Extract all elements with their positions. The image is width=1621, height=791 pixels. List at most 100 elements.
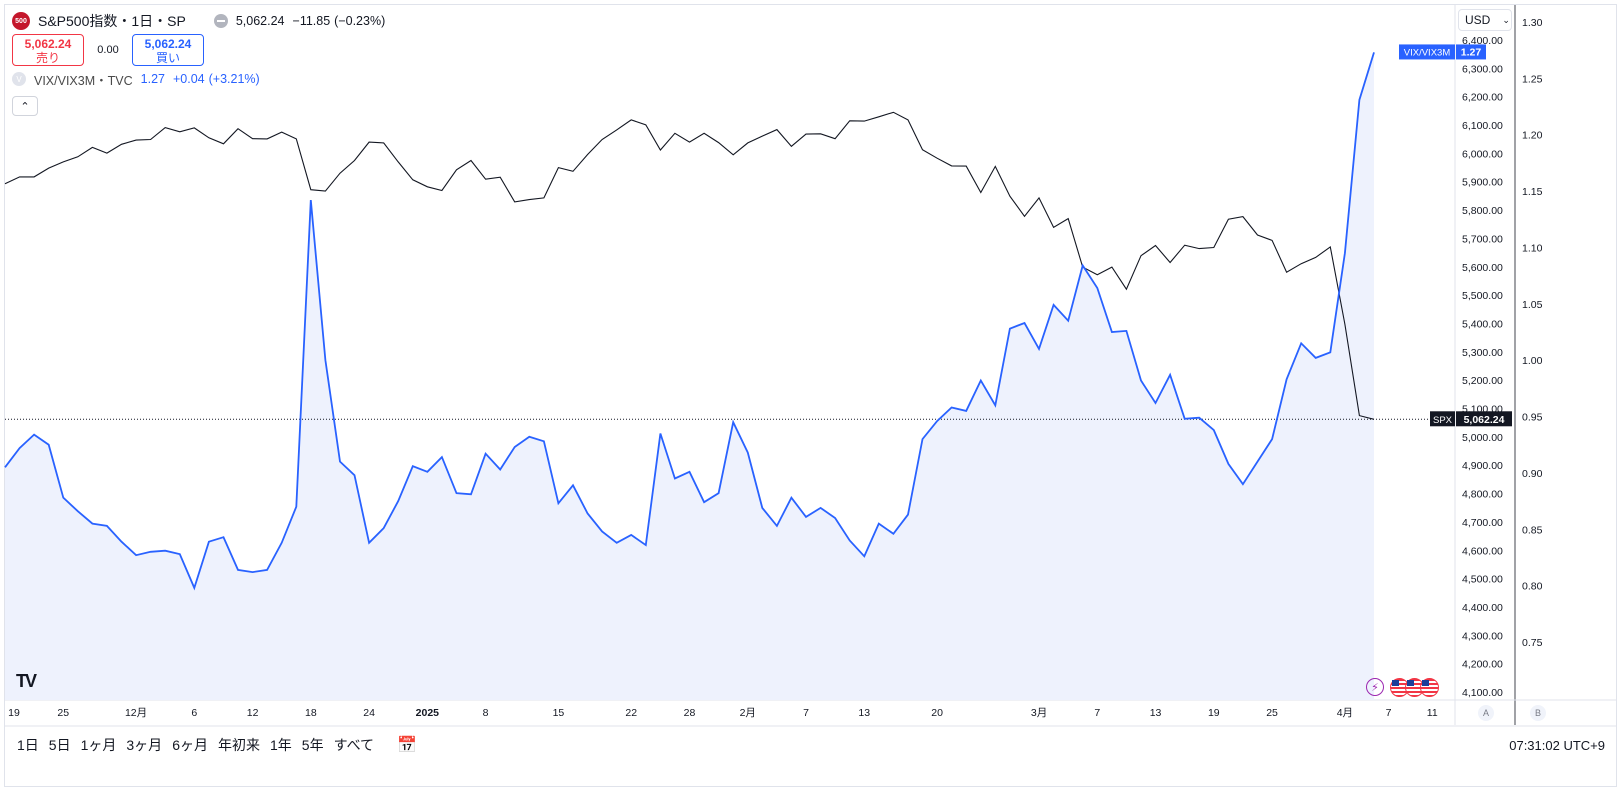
x-tick-label: 15 [553,707,565,719]
trade-row: 5,062.24 売り 0.00 5,062.24 買い [12,32,385,68]
vix-change: +0.04 [172,72,205,86]
vix-series-line [4,52,1375,591]
x-tick-label: 3月 [1031,707,1047,719]
collapse-legend-button[interactable]: ⌃ [12,96,38,116]
spx-series-line [4,111,1375,420]
period-ytd[interactable]: 年初来 [217,737,260,753]
spx-last-value: 5,062.24 [1464,414,1505,426]
price-change: −11.85 [292,14,331,28]
vix-last-value-bg [1456,44,1486,60]
period-all[interactable]: すべて [333,737,375,753]
last-price: 5,062.24 [235,14,285,28]
price-change-pct: (−0.23%) [334,14,386,28]
axis-a-button[interactable]: A [1478,705,1494,721]
chart-frame [4,4,1617,787]
y-left-tick-label: 5,600.00 [1462,262,1503,274]
y-right-tick-label: 1.15 [1522,186,1543,198]
visibility-icon[interactable] [213,14,228,28]
x-tick-label: 19 [1208,707,1220,719]
tradingview-logo-icon[interactable]: TV [16,671,37,691]
y-left-tick-label: 4,600.00 [1462,545,1503,557]
y-right-tick-label: 0.75 [1522,637,1543,649]
period-5y[interactable]: 5年 [301,737,324,753]
y-left-tick-label: 6,300.00 [1462,63,1503,75]
x-tick-label: 24 [363,707,375,719]
vix-name[interactable]: VIX/VIX3M・TVC [34,73,133,88]
x-tick-label: 12月 [125,707,147,719]
x-tick-label: 18 [305,707,317,719]
y-left-tick-label: 6,200.00 [1462,92,1503,104]
vix-area-fill [5,52,1374,700]
x-tick-label: 19 [8,707,20,719]
x-tick-label: 25 [57,707,69,719]
x-tick-label: 7 [1386,707,1392,719]
period-3m[interactable]: 3ヶ月 [126,737,163,753]
vix-value: 1.27 [140,72,165,86]
y-left-tick-label: 6,000.00 [1462,148,1503,160]
y-left-tick-label: 4,900.00 [1462,460,1503,472]
chart-legend: 500 S&P500指数・1日・SP 5,062.24 −11.85 (−0.2… [12,10,385,116]
sell-price: 5,062.24 [24,37,72,51]
x-tick-label: 25 [1266,707,1278,719]
y-left-tick-label: 5,700.00 [1462,233,1503,245]
y-left-tick-label: 4,200.00 [1462,659,1503,671]
buy-button[interactable]: 5,062.24 買い [132,34,204,66]
y-left-tick-label: 4,500.00 [1462,574,1503,586]
y-left-tick-label: 6,100.00 [1462,120,1503,132]
y-left-tick-label: 5,400.00 [1462,318,1503,330]
x-tick-label: 4月 [1337,707,1353,719]
y-right-tick-label: 1.05 [1522,299,1543,311]
vix-last-value: 1.27 [1461,46,1482,58]
y-left-tick-label: 6,400.00 [1462,35,1503,47]
x-tick-label: 20 [931,707,943,719]
y-right-tick-label: 0.80 [1522,581,1543,593]
vix-logo-icon: V [12,72,26,86]
period-1d[interactable]: 1日 [17,737,39,753]
y-left-tick-label: 5,900.00 [1462,177,1503,189]
period-6m[interactable]: 6ヶ月 [172,737,208,753]
x-tick-label: 2月 [740,707,756,719]
us-flag-icon[interactable] [1390,678,1409,697]
chevron-up-icon: ⌃ [20,100,30,113]
spread-value: 0.00 [97,44,119,56]
y-right-tick-label: 1.10 [1522,242,1543,254]
y-left-tick-label: 4,100.00 [1462,687,1503,699]
us-flag-icon[interactable] [1420,678,1439,697]
y-right-tick-label: 1.25 [1522,73,1543,85]
x-tick-label: 28 [684,707,696,719]
vix-row: V VIX/VIX3M・TVC 1.27 +0.04 (+3.21%) [12,68,385,90]
x-tick-label: 13 [858,707,870,719]
vix-change-pct: (+3.21%) [208,72,260,86]
buy-price: 5,062.24 [144,37,192,51]
period-1y[interactable]: 1年 [269,737,292,753]
lightning-icon[interactable]: ⚡ [1366,678,1384,696]
symbol-title[interactable]: S&P500指数・1日・SP [38,13,186,29]
currency-selector[interactable]: USD ⌄ [1458,9,1512,31]
x-tick-label: 2025 [416,707,440,719]
x-tick-label: 13 [1150,707,1162,719]
events-icons[interactable] [1390,678,1439,697]
clock[interactable]: 07:31:02 UTC+9 [1509,738,1605,753]
y-right-tick-label: 1.30 [1522,17,1543,29]
period-1m[interactable]: 1ヶ月 [80,737,117,753]
x-tick-label: 8 [483,707,489,719]
y-right-tick-label: 1.20 [1522,130,1543,142]
y-right-tick-label: 0.85 [1522,524,1543,536]
x-tick-label: 22 [625,707,637,719]
y-left-tick-label: 5,000.00 [1462,432,1503,444]
y-right-tick-label: 0.90 [1522,468,1543,480]
axis-b-button[interactable]: B [1530,705,1546,721]
x-tick-label: 11 [1427,707,1438,719]
chevron-down-icon: ⌄ [1502,14,1510,25]
y-left-tick-label: 4,800.00 [1462,489,1503,501]
y-left-tick-label: 4,300.00 [1462,630,1503,642]
vix-last-tag-bg [1399,44,1455,60]
period-5d[interactable]: 5日 [48,737,71,753]
calendar-range-icon[interactable]: 📅 [397,737,417,754]
x-tick-label: 7 [1094,707,1100,719]
symbol-row: 500 S&P500指数・1日・SP 5,062.24 −11.85 (−0.2… [12,10,385,32]
spx-last-tag: SPX [1433,415,1453,426]
y-left-tick-label: 4,700.00 [1462,517,1503,529]
sell-button[interactable]: 5,062.24 売り [12,34,84,66]
